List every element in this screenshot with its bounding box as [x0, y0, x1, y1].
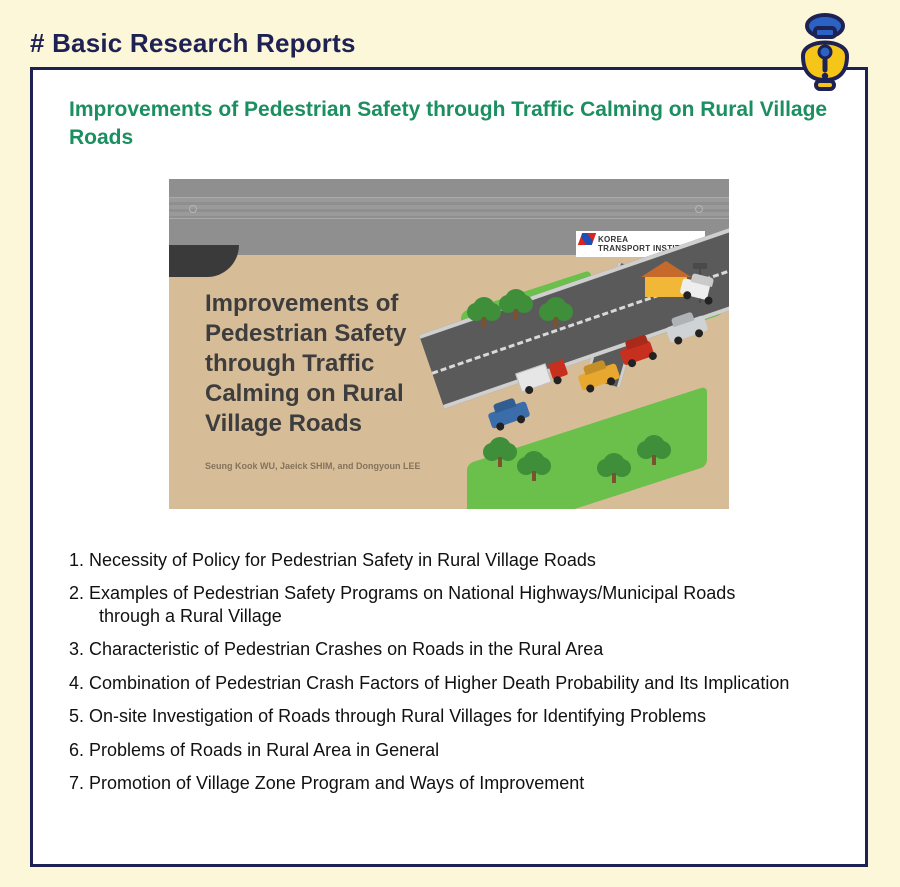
car-icon [619, 340, 654, 366]
item-number: 3. [69, 638, 89, 661]
car-icon [487, 401, 530, 429]
item-text: Examples of Pedestrian Safety Programs o… [89, 582, 829, 627]
tree-icon [545, 297, 567, 327]
item-text: Characteristic of Pedestrian Crashes on … [89, 638, 829, 661]
report-cover: KOREA TRANSPORT INSTITUTE Improvements o… [169, 179, 729, 509]
list-item: 3. Characteristic of Pedestrian Crashes … [69, 638, 829, 661]
item-text-line: through a Rural Village [89, 605, 829, 628]
car-icon [679, 278, 710, 300]
list-item: 1. Necessity of Policy for Pedestrian Sa… [69, 549, 829, 572]
cover-authors: Seung Kook WU, Jaeick SHIM, and Dongyoun… [205, 461, 421, 471]
item-number: 7. [69, 772, 89, 795]
item-text-line: Examples of Pedestrian Safety Programs o… [89, 583, 735, 603]
report-title: Improvements of Pedestrian Safety throug… [69, 96, 829, 153]
list-item: 2. Examples of Pedestrian Safety Program… [69, 582, 829, 627]
item-number: 6. [69, 739, 89, 762]
list-item: 5. On-site Investigation of Roads throug… [69, 705, 829, 728]
tree-icon [473, 297, 495, 327]
tree-icon [523, 451, 545, 481]
item-text: Necessity of Policy for Pedestrian Safet… [89, 549, 829, 572]
tree-icon [505, 289, 527, 319]
item-text: Promotion of Village Zone Program and Wa… [89, 772, 829, 795]
item-number: 4. [69, 672, 89, 695]
institute-line1: KOREA [598, 235, 628, 244]
lamp-icon [792, 6, 858, 97]
item-text: Problems of Roads in Rural Area in Gener… [89, 739, 829, 762]
report-card: Improvements of Pedestrian Safety throug… [30, 67, 868, 867]
list-item: 4. Combination of Pedestrian Crash Facto… [69, 672, 829, 695]
car-icon [577, 363, 620, 391]
item-number: 2. [69, 582, 89, 627]
list-item: 6. Problems of Roads in Rural Area in Ge… [69, 739, 829, 762]
cover-title: Improvements of Pedestrian Safety throug… [205, 289, 455, 439]
tree-icon [643, 435, 665, 465]
item-text: Combination of Pedestrian Crash Factors … [89, 672, 829, 695]
tree-icon [603, 453, 625, 483]
item-number: 1. [69, 549, 89, 572]
list-item: 7. Promotion of Village Zone Program and… [69, 772, 829, 795]
page-title: # Basic Research Reports [30, 28, 356, 59]
tree-icon [489, 437, 511, 467]
car-icon [665, 315, 708, 343]
item-number: 5. [69, 705, 89, 728]
item-text: On-site Investigation of Roads through R… [89, 705, 829, 728]
contents-list: 1. Necessity of Policy for Pedestrian Sa… [69, 549, 829, 795]
